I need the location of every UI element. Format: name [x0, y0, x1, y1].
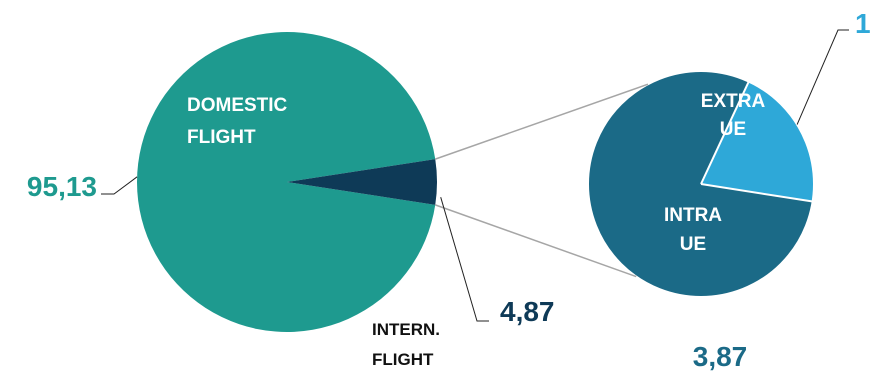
secondary-pie-separator-2 [700, 183, 813, 203]
pie-slice-domestic-flight [137, 32, 436, 332]
data-label-extra-ue: 1 [855, 8, 871, 39]
slice-label-intra-ue-line-1: INTRA [664, 205, 722, 226]
pie-slice-intra-ue [587, 70, 813, 297]
leader-line-extra [796, 29, 849, 125]
pie-slice-intern-flight [287, 159, 438, 205]
slice-label-extra-ue-line-2: UE [720, 119, 746, 140]
slice-label-extra-ue-line-1: EXTRA [701, 91, 766, 112]
slice-label-intern-flight-line-1: INTERN. [372, 320, 440, 339]
data-label-domestic-flight: 95,13 [27, 171, 97, 202]
leader-line-intern [440, 197, 489, 322]
slice-label-domestic-flight-line-1: DOMESTIC [187, 95, 288, 116]
data-label-intra-ue: 3,87 [693, 341, 748, 371]
slice-label-intern-flight-line-2: FLIGHT [372, 350, 434, 369]
secondary-pie-outline [587, 70, 815, 298]
slice-label-intra-ue-line-2: UE [680, 234, 706, 255]
data-label-intern-flight: 4,87 [500, 296, 555, 327]
leader-line-domestic [101, 176, 138, 195]
slice-label-domestic-flight-line-2: FLIGHT [187, 127, 256, 148]
connector-line-bottom [434, 204, 637, 278]
pie-slice-extra-ue [701, 81, 814, 202]
secondary-pie-separator-1 [700, 81, 750, 185]
connector-line-top [434, 83, 649, 160]
